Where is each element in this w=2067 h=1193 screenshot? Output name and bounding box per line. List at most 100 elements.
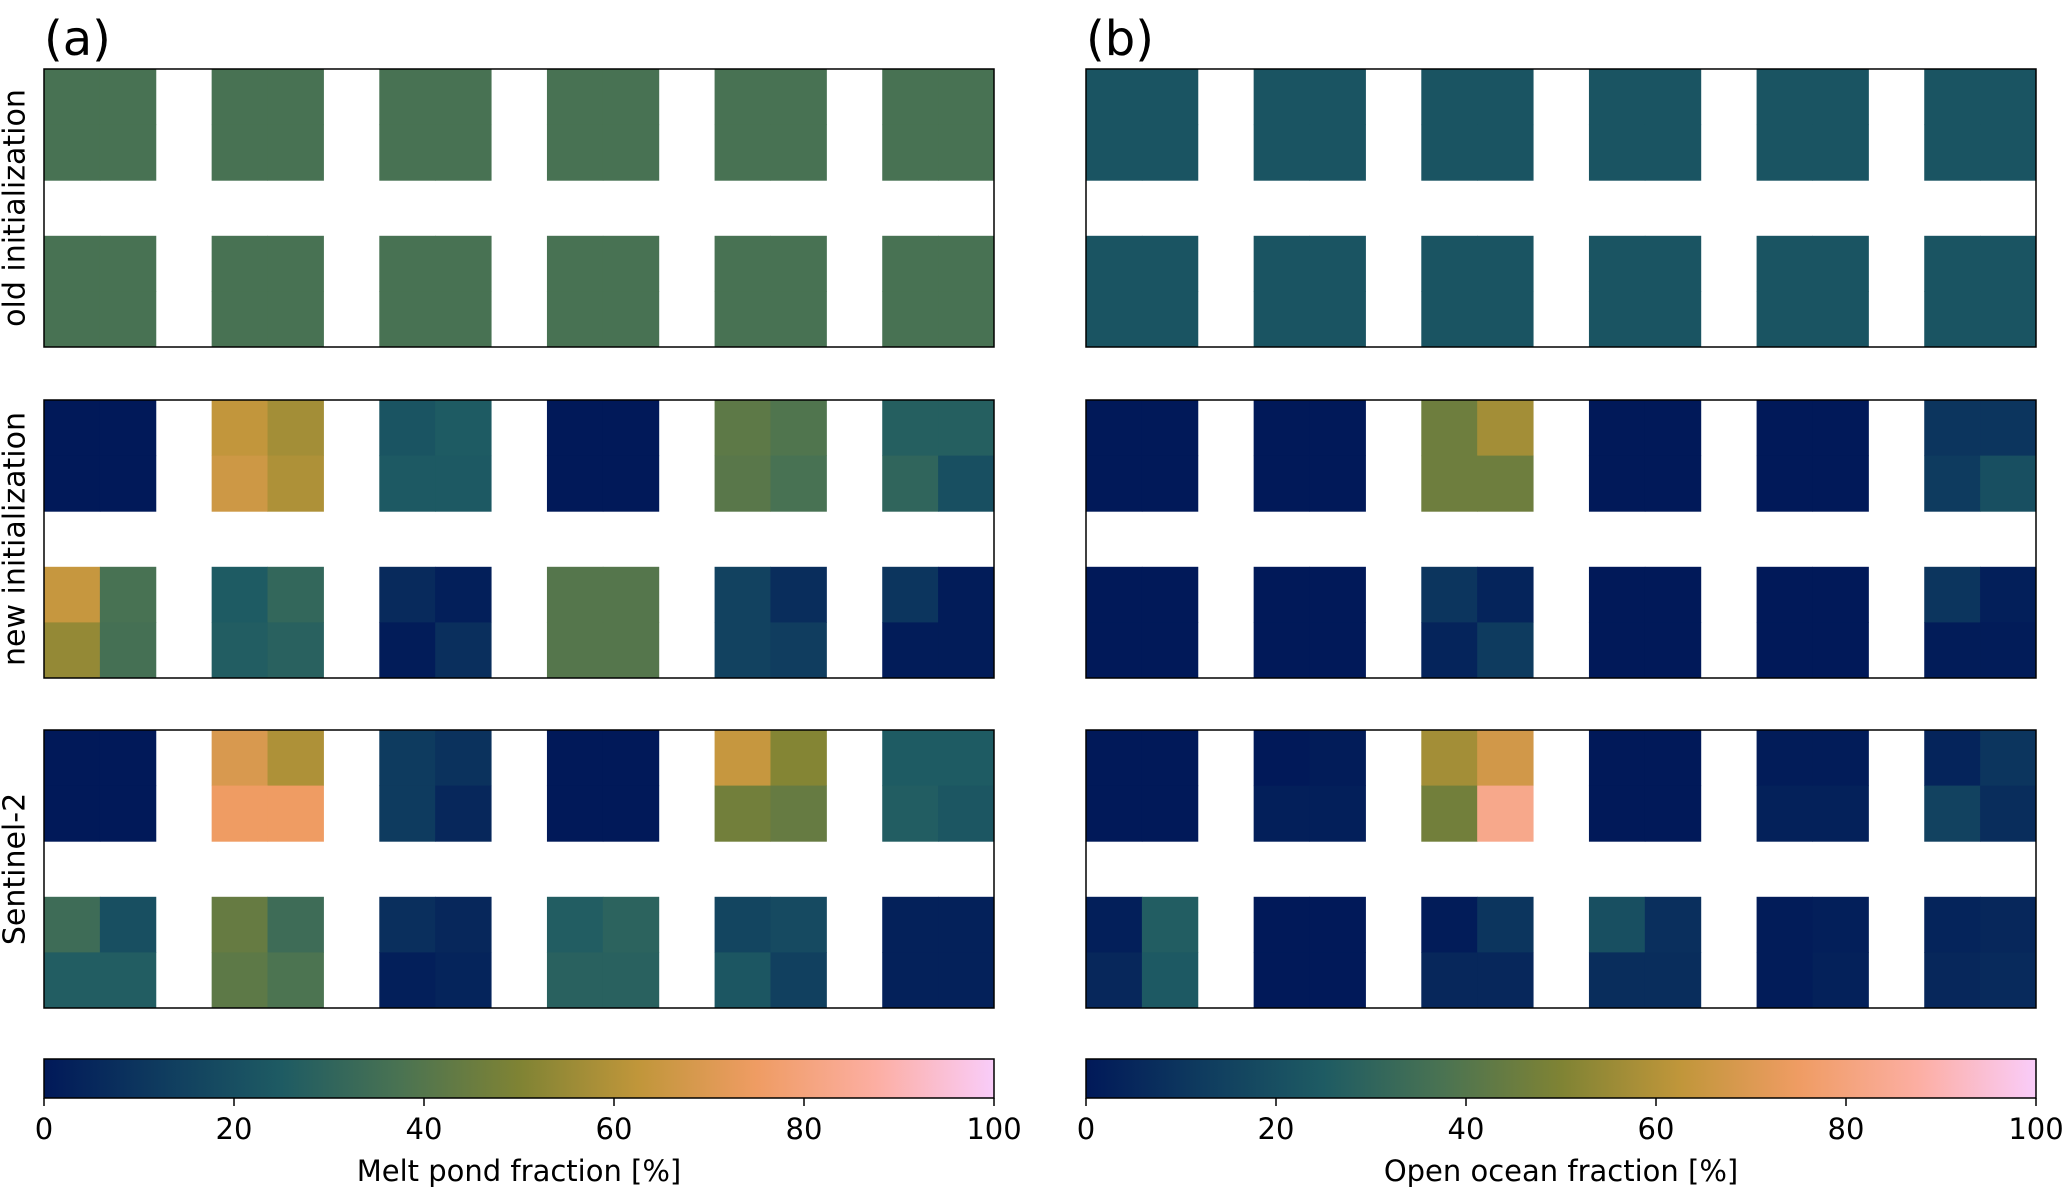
heatmap-cell [267, 896, 324, 953]
heatmap-cell [1588, 785, 1646, 842]
heatmap-cell [1086, 896, 1143, 953]
heatmap-cell [267, 235, 324, 292]
heatmap-cell [1253, 730, 1311, 787]
heatmap-cell [602, 785, 660, 842]
heatmap-cell [44, 124, 101, 181]
heatmap-cell [1812, 730, 1869, 787]
heatmap-cell [211, 730, 269, 787]
heatmap-cell [1980, 124, 2037, 181]
heatmap-cell [44, 235, 101, 292]
heatmap-cell [1477, 291, 1534, 348]
colorbar-label: Open ocean fraction [%] [1384, 1154, 1738, 1188]
heatmap-cell [1421, 622, 1478, 679]
heatmap-cell [882, 69, 939, 126]
heatmap-cell [379, 455, 436, 512]
heatmap-cell [1421, 455, 1478, 512]
heatmap-cell [1588, 566, 1646, 623]
heatmap-cell [1588, 69, 1646, 126]
heatmap-cell [1477, 785, 1534, 842]
heatmap-cell [1588, 730, 1646, 787]
heatmap-cell [1086, 785, 1143, 842]
heatmap-cell [882, 566, 939, 623]
heatmap-cell [267, 400, 324, 457]
heatmap-cell [938, 291, 995, 348]
heatmap-cell [1421, 400, 1478, 457]
heatmap-cell [1644, 455, 1702, 512]
heatmap-cell [211, 69, 269, 126]
heatmap-cell [1086, 124, 1143, 181]
heatmap-cell [1588, 952, 1646, 1009]
heatmap-cell [99, 896, 157, 953]
heatmap-cell [1141, 235, 1199, 292]
heatmap-cell [602, 69, 660, 126]
heatmap-cell [1086, 952, 1143, 1009]
heatmap-cell [1253, 622, 1311, 679]
heatmap-cell [882, 124, 939, 181]
colorbar-tick-label: 40 [406, 1112, 443, 1146]
heatmap-cell [1253, 69, 1311, 126]
heatmap-cell [1644, 69, 1702, 126]
heatmap-cell [435, 896, 492, 953]
heatmap-cell [938, 400, 995, 457]
heatmap-cell [1141, 566, 1199, 623]
heatmap-cell [1309, 785, 1366, 842]
heatmap-cell [1980, 730, 2037, 787]
heatmap-cell [1421, 896, 1478, 953]
heatmap-cell [1477, 622, 1534, 679]
heatmap-cell [267, 566, 324, 623]
heatmap-cell [99, 291, 157, 348]
heatmap-cell [1309, 291, 1366, 348]
heatmap-cell [1477, 124, 1534, 181]
heatmap-cell [1477, 400, 1534, 457]
colorbar-tick-label: 60 [596, 1112, 633, 1146]
heatmap-cell [938, 896, 995, 953]
heatmap-cell [1924, 622, 1981, 679]
heatmap-cell [379, 124, 436, 181]
heatmap-cell [1756, 785, 1813, 842]
heatmap-cell [546, 952, 604, 1009]
heatmap-cell [1309, 896, 1366, 953]
heatmap-cell [1588, 400, 1646, 457]
heatmap-cell [714, 785, 771, 842]
heatmap-cell [44, 785, 101, 842]
colorbar-tick-label: 0 [35, 1112, 53, 1146]
heatmap-cell [44, 730, 101, 787]
heatmap-cell [435, 124, 492, 181]
heatmap-cell [1588, 896, 1646, 953]
heatmap-cell [267, 124, 324, 181]
heatmap-cell [1477, 896, 1534, 953]
heatmap-cell [99, 622, 157, 679]
heatmap-cell [211, 566, 269, 623]
heatmap-cell [99, 952, 157, 1009]
heatmap-frame [1085, 399, 2037, 679]
heatmap-cell [1980, 785, 2037, 842]
heatmap-cell [379, 69, 436, 126]
heatmap-cell [99, 124, 157, 181]
heatmap-cell [1756, 566, 1813, 623]
heatmap-cell [938, 622, 995, 679]
heatmap-cell [1086, 400, 1143, 457]
colorbar-tick-label: 0 [1077, 1112, 1095, 1146]
heatmap-cell [1980, 400, 2037, 457]
heatmap-cell [714, 400, 771, 457]
heatmap-cell [1141, 896, 1199, 953]
heatmap-cell [435, 622, 492, 679]
heatmap-cell [714, 952, 771, 1009]
heatmap-cell [1756, 455, 1813, 512]
heatmap-cell [435, 291, 492, 348]
heatmap-cell [99, 455, 157, 512]
heatmap-cell [1421, 566, 1478, 623]
heatmap-cell [44, 566, 101, 623]
heatmap-cell [267, 622, 324, 679]
heatmap-cell [938, 235, 995, 292]
heatmap-cell [267, 291, 324, 348]
heatmap-cell [44, 896, 101, 953]
heatmap-cell [770, 952, 827, 1009]
heatmap-cell [99, 730, 157, 787]
heatmap-cell [379, 235, 436, 292]
heatmap-cell [1924, 730, 1981, 787]
heatmap-cell [1644, 785, 1702, 842]
heatmap-cell [882, 622, 939, 679]
heatmap-cell [770, 455, 827, 512]
heatmap-cell [211, 291, 269, 348]
